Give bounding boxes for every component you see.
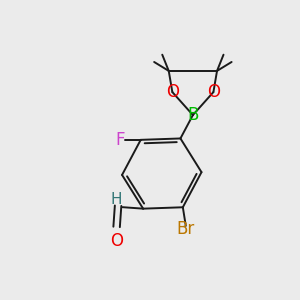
Text: B: B [187, 106, 199, 124]
Text: F: F [116, 131, 125, 149]
Text: Br: Br [177, 220, 195, 238]
Text: O: O [166, 83, 179, 101]
Text: H: H [111, 192, 122, 207]
Text: O: O [110, 232, 123, 250]
Text: O: O [207, 83, 220, 101]
